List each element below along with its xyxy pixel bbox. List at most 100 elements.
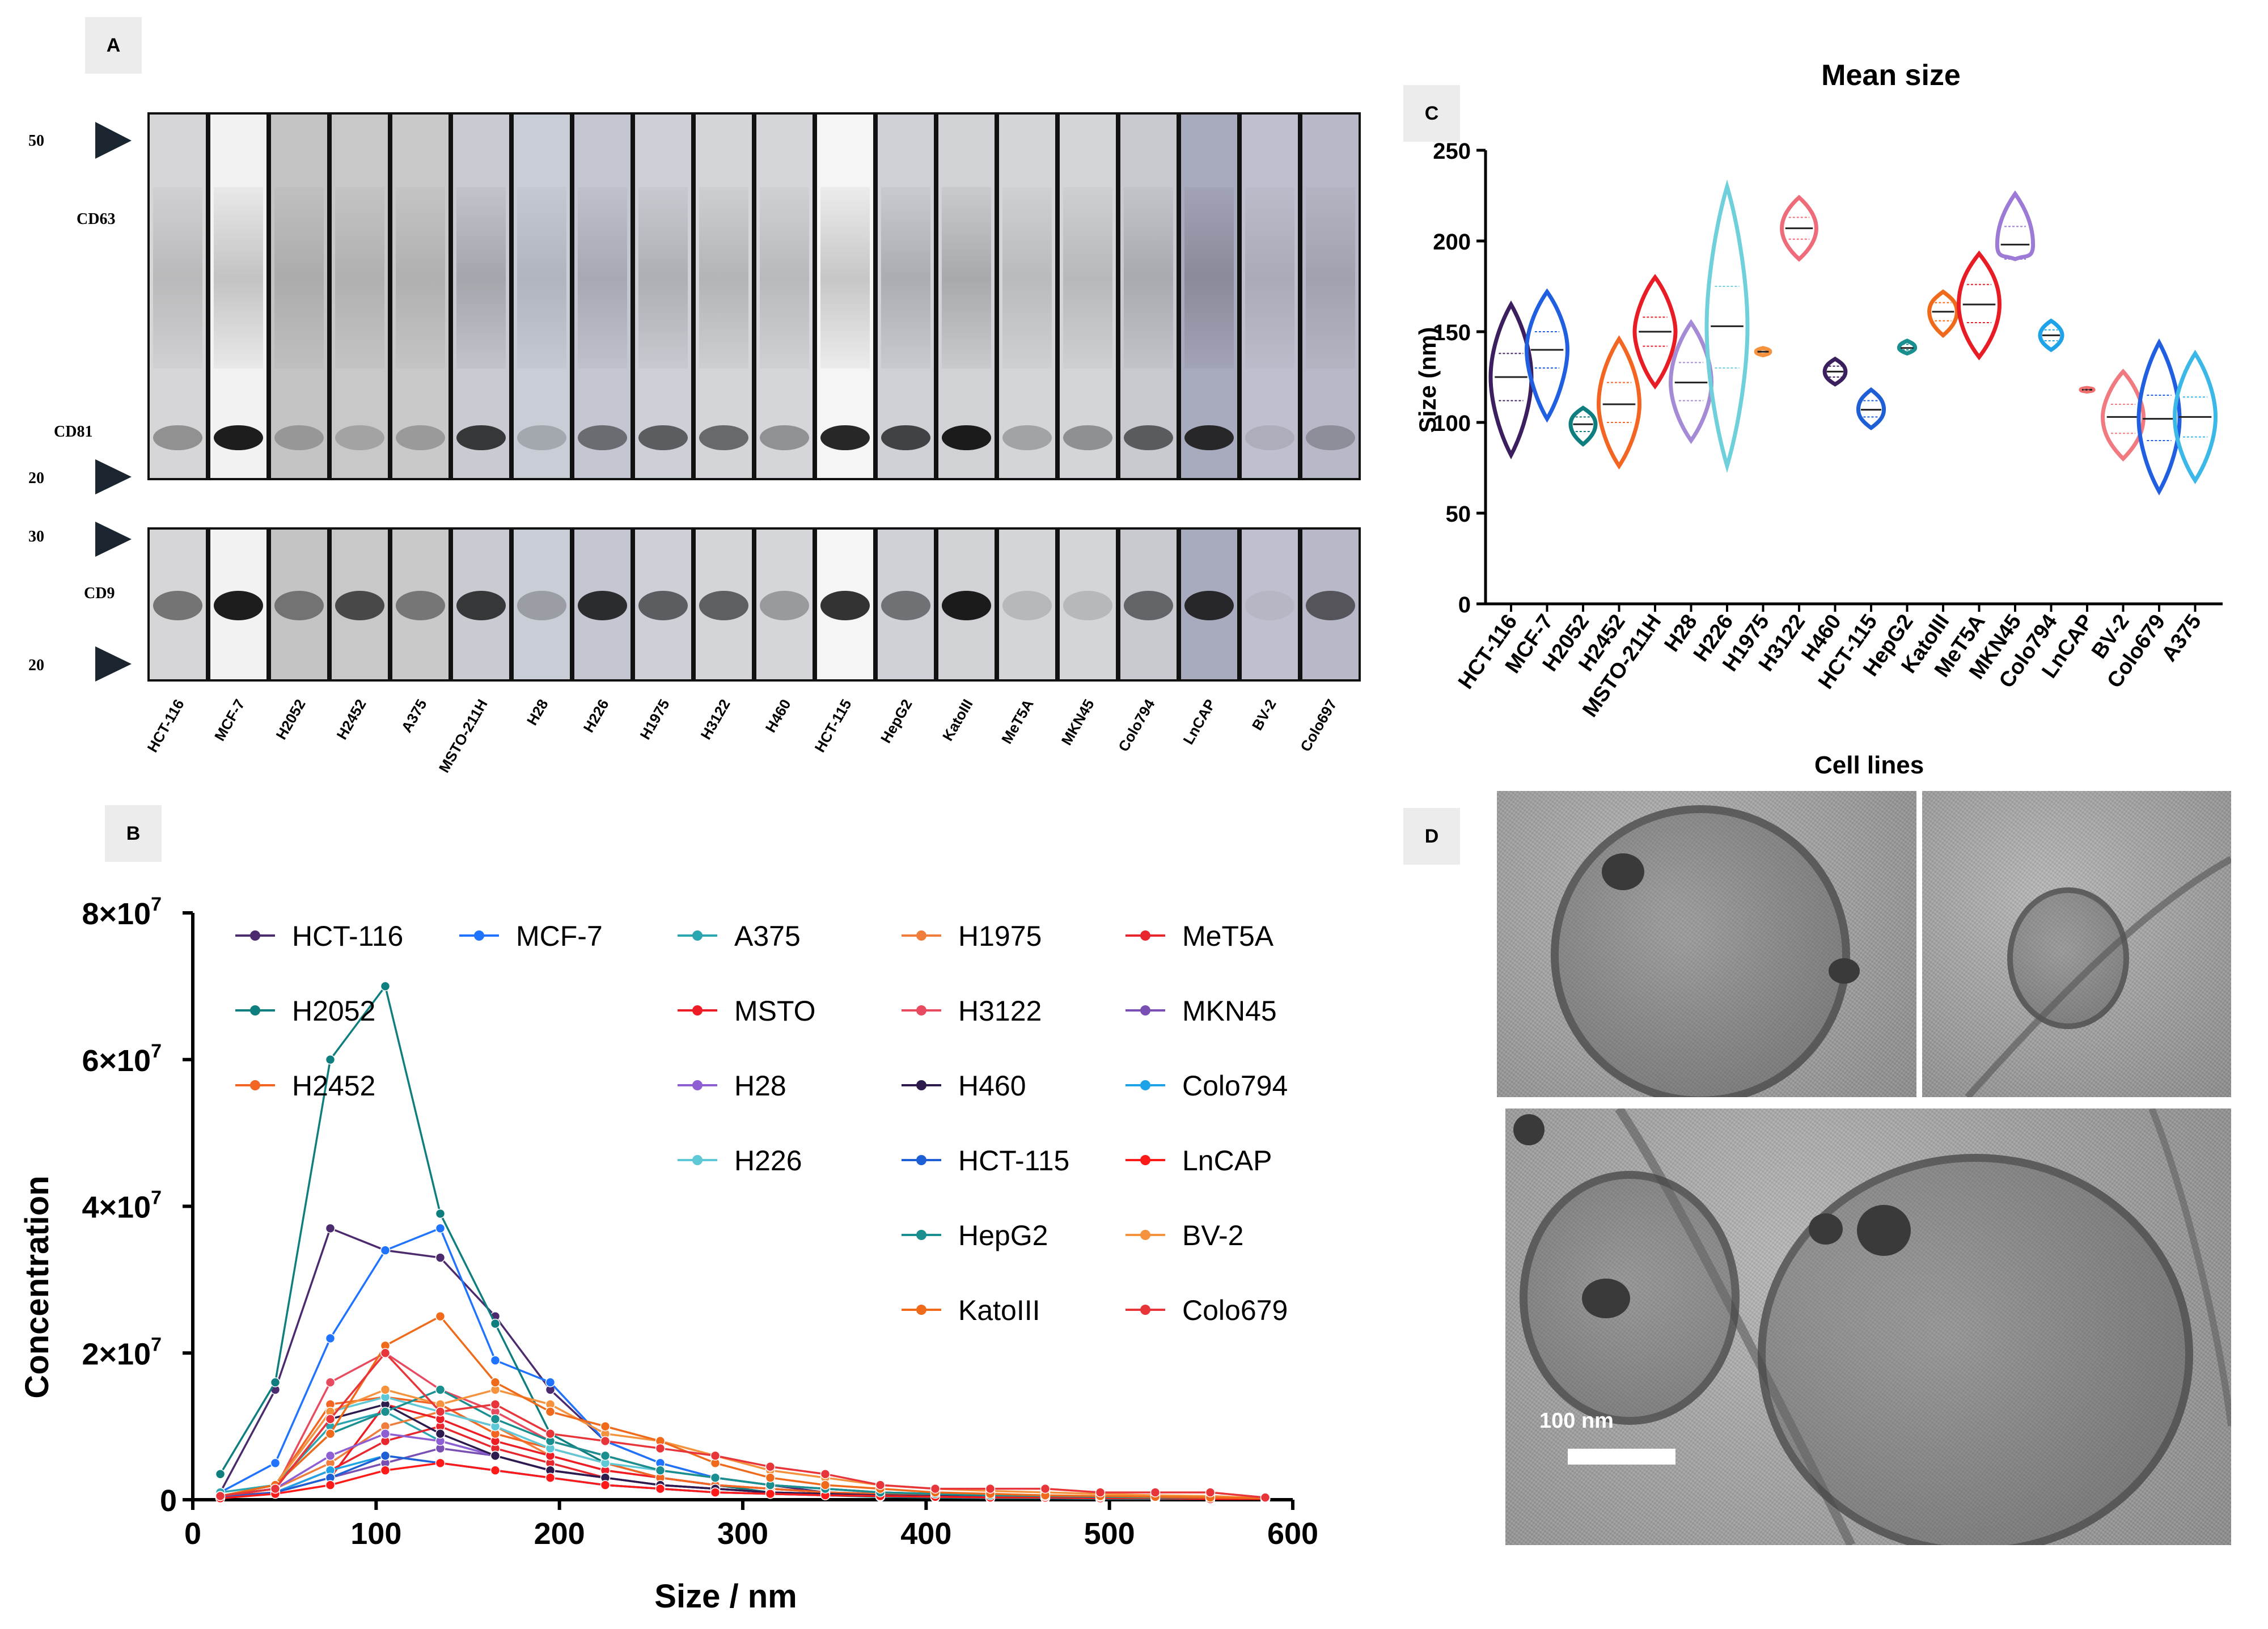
legend-label: H1975 <box>958 920 1042 952</box>
vesicle <box>1551 805 1850 1097</box>
lane-label: HCT-115 <box>811 696 854 755</box>
cd9-band <box>396 591 445 620</box>
cd63-smear <box>578 187 627 369</box>
data-point <box>1040 1483 1051 1494</box>
marker-20-top: 20 <box>28 469 44 487</box>
cd63-smear <box>1306 187 1355 369</box>
data-point <box>435 1311 446 1322</box>
data-point <box>325 1450 336 1461</box>
data-point <box>215 1469 226 1479</box>
marker-30: 30 <box>28 528 44 545</box>
legend-marker <box>1140 1155 1150 1165</box>
violin-shape <box>1780 194 1818 262</box>
cd9-band <box>881 591 930 620</box>
legend-marker <box>1140 930 1150 941</box>
data-point <box>435 1385 446 1395</box>
legend-marker <box>916 1155 926 1165</box>
cd81-band <box>699 425 748 450</box>
series-line <box>220 1462 1266 1500</box>
legend-marker <box>692 1005 703 1016</box>
cd9-band <box>153 591 202 620</box>
cd9-band <box>1124 591 1173 620</box>
cd9-band <box>517 591 566 620</box>
y-tick-label: 6×107 <box>82 1040 162 1078</box>
data-point <box>765 1488 776 1499</box>
data-point <box>435 1407 446 1417</box>
legend-marker <box>916 930 926 941</box>
legend-marker <box>250 930 260 941</box>
legend-label: A375 <box>734 920 801 952</box>
data-point <box>325 1428 336 1439</box>
cd63-smear <box>153 187 202 369</box>
legend-label: HepG2 <box>958 1220 1048 1251</box>
legend-marker <box>916 1005 926 1016</box>
data-point <box>490 1465 501 1475</box>
cd81-band <box>942 425 991 450</box>
panel-d-title: Cell lines <box>1814 751 1924 779</box>
blot-lane-bottom <box>269 527 329 682</box>
y-tick-label: 200 <box>1433 230 1471 255</box>
data-point <box>490 1399 501 1410</box>
cd63-smear <box>881 187 930 369</box>
concentration-line-chart: Concentration Size / nm 0 2×107 4×107 6×107… <box>19 894 1318 1615</box>
cd81-band <box>335 425 384 450</box>
data-point <box>380 981 391 992</box>
data-point <box>820 1469 831 1479</box>
violin-shape <box>2172 349 2218 484</box>
data-point <box>380 1348 391 1358</box>
marker-arrow-20-top <box>95 459 132 494</box>
series-line <box>220 1403 1266 1500</box>
lane-label: Colo794 <box>1115 696 1158 755</box>
violin-shape <box>2079 386 2096 394</box>
data-point <box>325 1333 336 1344</box>
cd81-band <box>1063 425 1112 450</box>
violin-shape <box>1488 300 1534 460</box>
panel-label-b: B <box>105 805 162 862</box>
legend-label: HCT-116 <box>292 920 403 952</box>
y-tick-label: 0 <box>1458 593 1471 617</box>
y-axis-label: Size (nm) <box>1414 327 1441 433</box>
legend-label: H226 <box>734 1145 802 1177</box>
data-point <box>325 1480 336 1490</box>
cd9-band <box>335 591 384 620</box>
legend-label: HCT-115 <box>958 1145 1069 1177</box>
y-axis-label: Concentration <box>19 1175 56 1398</box>
cd63-smear <box>1002 187 1052 369</box>
legend-label: MSTO <box>734 995 816 1027</box>
series-line <box>220 1351 1266 1499</box>
lane-label: MSTO-211H <box>435 696 491 776</box>
violin-shape <box>1632 274 1678 390</box>
chart-title: Mean size <box>1821 59 1961 92</box>
data-point <box>820 1480 831 1490</box>
legend-marker <box>916 1080 926 1090</box>
series-line <box>220 1396 1266 1500</box>
marker-arrow-30 <box>95 522 132 557</box>
lane-label: H3122 <box>697 696 733 742</box>
lane-label: MeT5A <box>998 696 1037 747</box>
category-label: A375 <box>2157 610 2206 666</box>
y-tick-label: 0 <box>160 1484 177 1518</box>
cd63-smear <box>396 187 445 369</box>
data-point <box>490 1377 501 1387</box>
data-point <box>435 1458 446 1469</box>
legend-marker <box>1140 1005 1150 1016</box>
legend-label: MKN45 <box>1182 995 1277 1027</box>
x-tick-label: 0 <box>184 1517 201 1551</box>
particle <box>1829 958 1860 984</box>
data-point <box>600 1421 611 1432</box>
cd9-band <box>578 591 627 620</box>
data-point <box>325 1414 336 1424</box>
data-point <box>600 1450 611 1461</box>
scale-bar <box>1568 1449 1675 1465</box>
legend-marker <box>692 1080 703 1090</box>
data-point <box>545 1407 556 1417</box>
legend-label: H2452 <box>292 1070 375 1102</box>
legend-marker <box>1140 1080 1150 1090</box>
x-tick-label: 300 <box>717 1517 768 1551</box>
cd81-band <box>153 425 202 450</box>
violin-shape <box>1897 339 1918 356</box>
em-image-2 <box>1922 791 2231 1097</box>
cd9-band <box>456 591 506 620</box>
violin-shape <box>1524 288 1570 423</box>
